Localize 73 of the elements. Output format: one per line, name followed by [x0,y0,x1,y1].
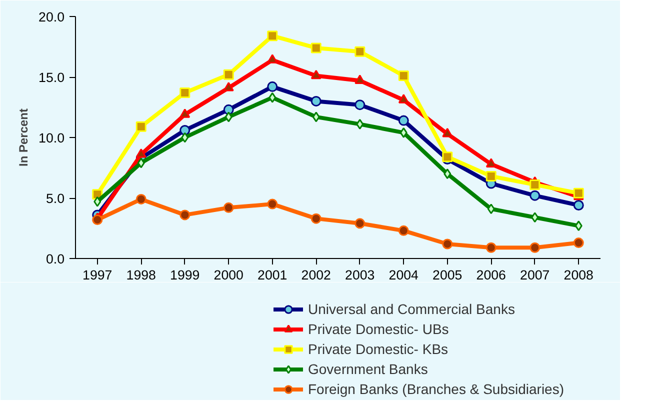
point [398,70,409,82]
point [267,81,278,92]
point [310,96,322,106]
y-tick-label: 0.0 [46,252,65,266]
legend-label: Foreign Banks (Branches & Subsidiaries) [308,380,564,398]
point [444,168,452,180]
point [224,112,232,122]
point [398,115,409,126]
y-tick-label: 20.0 [38,10,65,24]
point [180,125,190,136]
x-tick-label: 2004 [388,268,420,282]
y-tick-label: 10.0 [38,130,65,146]
x-tick-label: 2007 [520,268,550,282]
point [354,218,366,229]
x-tick-label: 1998 [126,268,156,282]
point [310,42,322,54]
point [531,212,539,223]
point [92,214,103,226]
point [268,92,276,103]
point [267,30,278,42]
point [136,148,146,158]
point [442,238,453,250]
legend-label: Universal and Commercial Banks [308,300,515,318]
point [442,152,453,162]
x-tick-label: 2006 [476,268,506,282]
point [442,128,453,138]
point [223,82,234,92]
point [398,225,409,236]
x-tick-label: 2001 [258,268,288,282]
point [312,112,320,122]
legend-label: Private Domestic- UBs [308,320,449,338]
point [530,190,540,201]
x-tick-label: 2002 [301,268,331,282]
point [400,127,408,138]
point [94,196,102,207]
point [354,46,366,57]
point [356,118,364,130]
legend-label: Private Domestic- KBs [308,340,448,358]
x-tick-label: 1999 [170,268,200,282]
point [181,132,189,143]
point [180,87,190,98]
point [573,238,584,248]
x-tick-label: 2003 [345,268,375,282]
point [486,242,496,253]
x-tick-label: 2008 [564,268,594,282]
point [486,158,496,168]
point [310,213,322,224]
point [530,179,540,190]
point [573,200,584,210]
point [530,242,540,253]
legend-label: Government Banks [308,360,428,378]
point [267,198,278,210]
x-tick-label: 2000 [214,268,244,282]
point [398,94,409,104]
point [486,170,496,182]
point [223,69,234,80]
point [180,108,190,118]
y-axis-title: In Percent [16,108,31,167]
x-tick-label: 1997 [82,268,112,282]
point [354,100,366,110]
point [310,70,322,80]
point [136,194,146,204]
point [487,204,495,214]
point [573,188,584,198]
point [180,210,190,220]
point [137,158,145,168]
y-tick-label: 15.0 [38,70,65,85]
point [574,220,582,232]
point [136,121,146,132]
y-tick-label: 5.0 [46,191,65,206]
x-tick-label: 2005 [432,268,462,282]
point [223,104,234,115]
point [223,202,234,213]
